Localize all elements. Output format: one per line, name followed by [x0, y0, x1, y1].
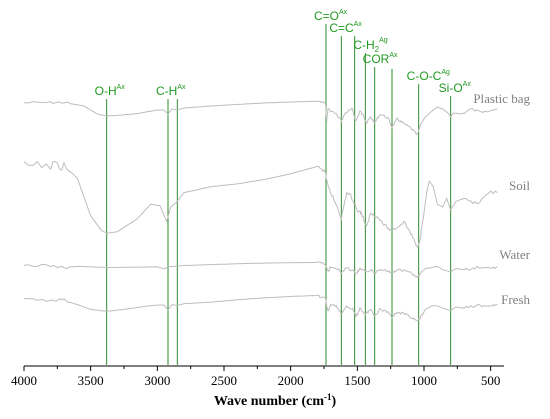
assignment-label: C=CAx — [329, 21, 362, 35]
x-tick-label: 1000 — [411, 373, 437, 388]
assignment-label: C-HAx — [156, 84, 186, 98]
series-line-water — [23, 261, 498, 278]
x-axis-label-close: ) — [332, 394, 337, 409]
assignment-label: C=OAx — [314, 9, 348, 23]
assignment-label: Si-OAx — [439, 81, 472, 95]
series-line-fresh — [23, 294, 498, 322]
x-tick-label: 2500 — [211, 373, 237, 388]
x-axis-label: Wave number (cm-1) — [214, 392, 337, 409]
series-labels: Plastic bag Soil Water Fresh — [473, 91, 530, 307]
series-label: Soil — [509, 178, 530, 193]
series-label: Water — [499, 247, 530, 262]
x-tick-label: 3000 — [144, 373, 170, 388]
series-line-soil — [23, 161, 498, 249]
x-tick-label: 3500 — [78, 373, 104, 388]
x-tick-label: 500 — [481, 373, 501, 388]
series-lines — [23, 100, 498, 322]
assignment-label: O-HAx — [95, 84, 126, 98]
x-tick-label: 1500 — [344, 373, 370, 388]
series-line-plastic-bag — [23, 100, 498, 135]
x-ticks: 4000 3500 3000 2500 2000 1500 1000 500 — [11, 366, 500, 388]
x-tick-label: 2000 — [278, 373, 304, 388]
series-label: Fresh — [501, 292, 530, 307]
assignment-label: CORAx — [363, 52, 398, 66]
x-axis-label-sup: -1 — [324, 392, 332, 402]
assignment-label: C-O-CAg — [407, 69, 450, 83]
assignment-label: C-H2Ag — [353, 37, 387, 54]
series-label: Plastic bag — [473, 91, 530, 106]
x-axis-label-main: Wave number (cm — [214, 394, 325, 409]
x-tick-label: 4000 — [11, 373, 37, 388]
